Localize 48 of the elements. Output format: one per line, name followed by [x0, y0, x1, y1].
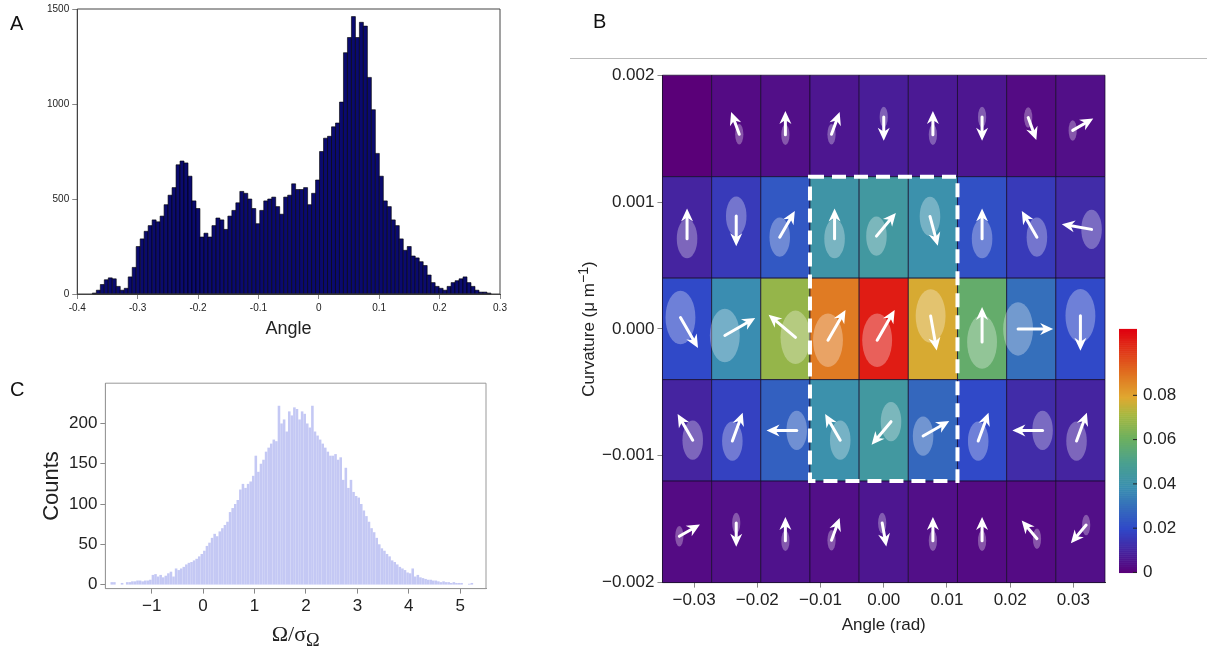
y-tick-label: 0.002 — [611, 64, 655, 84]
color-bar-label: 0.02 — [1143, 517, 1177, 537]
x-tick-label: −0.01 — [799, 590, 843, 610]
y-tick-label: −0.002 — [601, 572, 655, 592]
x-tick-label: 3 — [352, 596, 363, 616]
color-bar-label: 0 — [1143, 562, 1153, 582]
y-tick-label: 200 — [68, 413, 98, 433]
x-tick-label: 5 — [455, 596, 466, 616]
x-tick-label: -0.3 — [129, 301, 147, 313]
x-tick-label: 4 — [404, 596, 414, 616]
y-tick-label: 0.001 — [611, 191, 655, 211]
x-tick-label: −0.03 — [672, 590, 716, 610]
y-tick-label: 1500 — [47, 2, 70, 14]
color-bar-label: 0.06 — [1143, 429, 1177, 449]
y-tick-label: 0 — [87, 574, 98, 594]
x-tick-label: 0.00 — [867, 590, 901, 610]
y-tick-label: −0.001 — [601, 445, 655, 465]
text: B — [593, 10, 607, 33]
x-tick-label: 2 — [301, 596, 311, 616]
x-tick-label: 0.01 — [930, 590, 964, 610]
x-tick-label: 1 — [249, 596, 260, 616]
x-tick-label: -0.1 — [249, 301, 268, 313]
x-tick-label: 0.2 — [432, 301, 447, 313]
x-tick-label: 0.1 — [372, 301, 387, 313]
x-tick-label: 0.02 — [993, 590, 1027, 610]
y-axis-title: Counts — [37, 451, 64, 521]
x-tick-label: -0.2 — [189, 301, 208, 313]
x-tick-label: −1 — [141, 596, 162, 616]
text: C — [10, 378, 25, 401]
y-tick-label: 0.000 — [611, 318, 655, 338]
y-tick-label: 0 — [63, 287, 70, 299]
x-tick-label: -0.4 — [68, 301, 87, 313]
x-tick-label: 0 — [198, 596, 208, 616]
x-tick-label: 0.03 — [1056, 590, 1090, 610]
x-tick-label: −0.02 — [735, 590, 779, 610]
text: A — [10, 12, 24, 35]
x-tick-label: 0.3 — [493, 301, 508, 313]
x-axis-title: Angle (rad) — [840, 615, 927, 635]
color-bar-label: 0.08 — [1143, 385, 1177, 405]
color-bar-label: 0.04 — [1143, 473, 1177, 493]
y-tick-label: 50 — [78, 533, 98, 553]
y-tick-label: 1000 — [47, 97, 70, 109]
y-tick-label: 500 — [52, 192, 70, 204]
x-axis-title: Angle — [264, 318, 313, 339]
x-tick-label: 0 — [316, 301, 323, 313]
y-tick-label: 100 — [68, 493, 98, 513]
y-tick-label: 150 — [68, 453, 98, 473]
x-axis-title: Ω/σ$_{Ω}$ — [270, 621, 321, 652]
